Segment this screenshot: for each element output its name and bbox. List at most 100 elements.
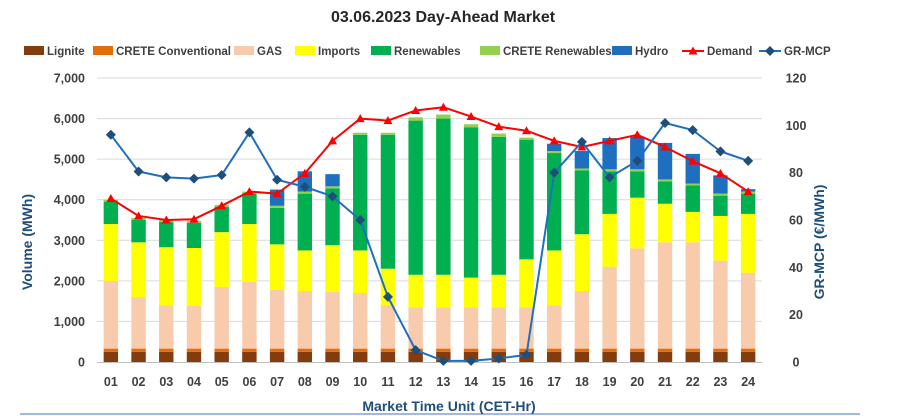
mcp-point-06: [244, 127, 255, 138]
mcp-point-09: [327, 191, 338, 202]
bar-renewables-12: [408, 120, 423, 275]
bar-imports-01: [103, 224, 119, 281]
legend-label-renewables: Renewables: [394, 46, 460, 58]
bar-gas-14: [463, 307, 479, 349]
mcp-point-08: [299, 181, 310, 192]
bar-lignite-17: [546, 351, 562, 362]
y-tick-label: 2,000: [54, 274, 85, 288]
bar-crete-conventional-06: [242, 348, 257, 352]
mcp-point-23: [715, 146, 726, 157]
mcp-point-14: [466, 355, 477, 366]
bar-crete-renewables-13: [436, 114, 451, 119]
legend-label-gr-mcp: GR-MCP: [784, 46, 831, 58]
mcp-point-04: [188, 173, 199, 184]
demand-point-01: [106, 193, 116, 202]
stacked-bars: [103, 114, 756, 362]
mcp-point-16: [521, 349, 532, 360]
y2-tick-label: 60: [789, 214, 803, 228]
bar-crete-conventional-17: [546, 348, 562, 352]
demand-point-20: [632, 130, 642, 139]
mcp-point-02: [133, 166, 144, 177]
bar-renewables-24: [740, 193, 756, 214]
mcp-point-07: [272, 174, 283, 185]
x-tick-label-23: 23: [713, 375, 727, 389]
demand-point-10: [355, 114, 365, 123]
bar-crete-conventional-09: [325, 348, 340, 352]
legend-label-hydro: Hydro: [635, 46, 668, 58]
legend-label-gas: GAS: [257, 46, 282, 58]
bar-lignite-07: [269, 351, 285, 362]
bar-crete-conventional-18: [574, 348, 590, 352]
y2-tick-label: 120: [786, 72, 807, 86]
bar-crete-renewables-23: [713, 193, 728, 196]
x-axis: 01 02 03 04 05 06 07 08 09 10 11 12 13 14 15 16 17 18 19 20…: [104, 375, 755, 389]
y2-tick-label: 0: [793, 356, 800, 370]
bar-crete-conventional-01: [103, 348, 119, 352]
legend-marker-gr-mcp: [765, 46, 775, 56]
bar-crete-conventional-19: [602, 348, 617, 352]
x-tick-label-14: 14: [464, 375, 478, 389]
left-y-axis: 0 1,000 2,000 3,000 4,000 5,000 6,000 7,000: [54, 72, 85, 370]
bar-renewables-23: [713, 195, 728, 216]
bar-imports-17: [546, 250, 562, 306]
x-tick-label-19: 19: [603, 375, 617, 389]
line-series: [105, 102, 754, 366]
bar-lignite-05: [214, 351, 229, 362]
legend: Lignite CRETE Conventional GAS Imports Renew…: [24, 46, 831, 58]
bar-gas-16: [519, 307, 534, 349]
bar-renewables-19: [602, 171, 617, 214]
bar-crete-conventional-07: [269, 348, 285, 352]
y2-tick-label: 20: [789, 308, 803, 322]
x-tick-label-17: 17: [547, 375, 561, 389]
x-tick-label-16: 16: [520, 375, 534, 389]
mcp-point-19: [604, 172, 615, 183]
bar-crete-renewables-09: [325, 186, 340, 189]
bar-lignite-18: [574, 351, 590, 362]
bar-gas-04: [186, 306, 202, 349]
x-tick-label-10: 10: [353, 375, 367, 389]
bar-crete-conventional-11: [380, 348, 396, 352]
bar-gas-02: [131, 297, 146, 349]
bar-gas-17: [546, 305, 562, 349]
bar-imports-07: [269, 244, 285, 290]
bar-hydro-22: [685, 153, 700, 184]
bar-gas-15: [491, 307, 506, 349]
x-tick-label-12: 12: [409, 375, 423, 389]
x-tick-label-02: 02: [132, 375, 146, 389]
bar-crete-renewables-18: [574, 168, 590, 171]
demand-point-14: [466, 112, 476, 121]
chart-title: 03.06.2023 Day-Ahead Market: [331, 9, 556, 26]
mcp-point-18: [576, 136, 587, 147]
demand-point-08: [300, 168, 310, 177]
bar-imports-12: [408, 274, 423, 308]
bar-imports-06: [242, 224, 257, 282]
bar-crete-renewables-07: [269, 205, 285, 208]
bar-crete-renewables-21: [657, 179, 673, 182]
bar-gas-20: [630, 248, 645, 349]
bar-renewables-18: [574, 170, 590, 235]
demand-point-07: [272, 189, 282, 198]
bar-renewables-21: [657, 181, 673, 204]
bar-renewables-20: [630, 171, 645, 198]
bar-imports-08: [297, 250, 313, 291]
bar-crete-conventional-20: [630, 348, 645, 352]
bar-crete-renewables-19: [602, 169, 617, 172]
x-tick-label-09: 09: [326, 375, 340, 389]
x-tick-label-15: 15: [492, 375, 506, 389]
demand-point-13: [438, 102, 448, 111]
demand-point-03: [161, 215, 171, 224]
legend-swatch-lignite: [24, 46, 44, 55]
bar-gas-11: [380, 305, 396, 349]
bar-renewables-08: [297, 193, 313, 251]
bar-renewables-07: [269, 207, 285, 245]
y-tick-label: 6,000: [54, 112, 85, 126]
x-tick-label-21: 21: [658, 375, 672, 389]
mcp-point-11: [382, 291, 393, 302]
bar-gas-07: [269, 289, 285, 349]
bar-renewables-05: [214, 207, 229, 233]
bar-lignite-09: [325, 351, 340, 362]
bar-lignite-02: [131, 351, 146, 362]
bar-renewables-15: [491, 136, 506, 275]
bar-crete-conventional-03: [159, 348, 174, 352]
